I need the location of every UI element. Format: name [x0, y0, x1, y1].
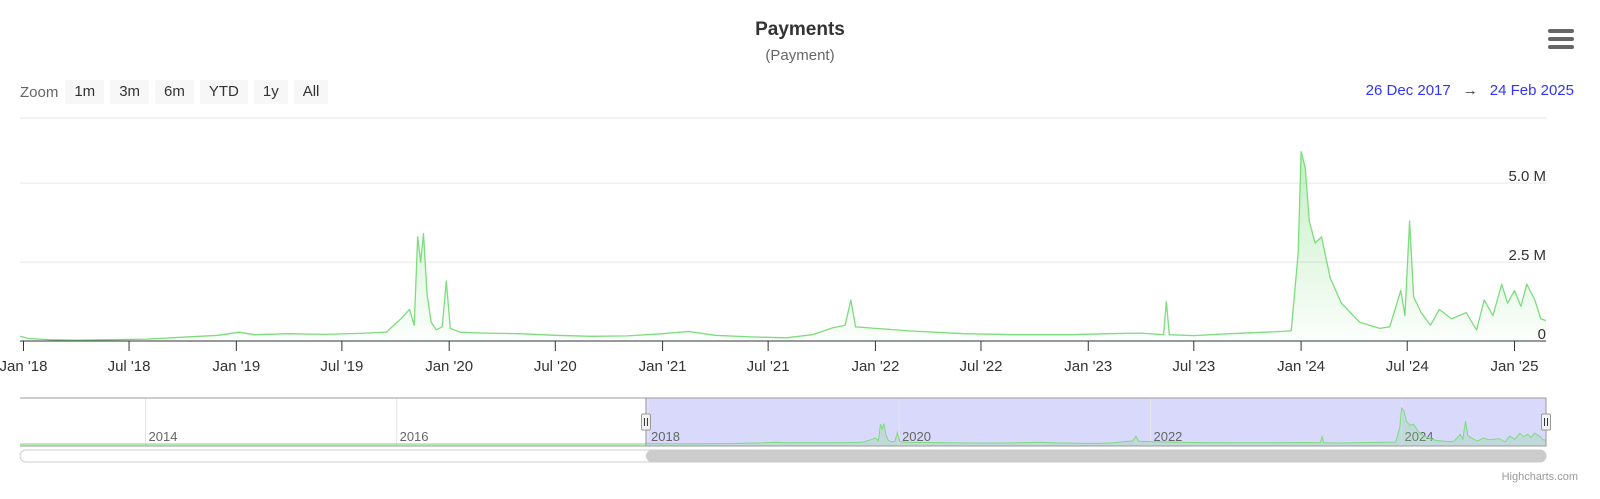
chart-subtitle: (Payment)	[765, 47, 835, 64]
date-range-display: 26 Dec 2017 → 24 Feb 2025	[1366, 82, 1574, 99]
navigator-series-line	[20, 406, 1547, 445]
zoom-1m-button[interactable]: 1m	[65, 80, 105, 104]
y-tick-label: 0	[1538, 326, 1546, 343]
chart-title: Payments	[755, 19, 845, 40]
scrollbar-thumb[interactable]	[645, 450, 1546, 462]
navigator-left-handle[interactable]	[640, 413, 651, 431]
navigator-label: 2014	[149, 429, 178, 444]
x-tick-label: Jul '24	[1386, 358, 1429, 375]
x-tick-label: Jan '24	[1277, 358, 1325, 375]
handle-grip	[1541, 413, 1551, 431]
x-tick-label: Jan '25	[1491, 358, 1539, 375]
navigator-right-handle[interactable]	[1541, 413, 1551, 431]
x-tick-label: Jul '20	[534, 358, 577, 375]
zoom-control: Zoom 1m 3m 6m YTD 1y All	[20, 80, 334, 104]
x-tick-label: Jul '23	[1172, 358, 1215, 375]
navigator-label: 2018	[651, 429, 680, 444]
series-area-0	[20, 151, 1546, 341]
credits-link[interactable]: Highcharts.com	[1501, 471, 1578, 483]
x-tick-label: Jan '21	[639, 358, 687, 375]
navigator-label: 2024	[1405, 429, 1434, 444]
navigator-label: 2022	[1153, 429, 1182, 444]
zoom-label: Zoom	[20, 83, 59, 101]
x-tick-label: Jul '21	[747, 358, 790, 375]
navigator-label: 2016	[400, 429, 429, 444]
series-line-0	[19, 150, 1547, 341]
navigator-label: 2020	[902, 429, 931, 444]
x-tick-label: Jul '22	[960, 358, 1003, 375]
x-tick-label: Jan '22	[851, 358, 899, 375]
y-tick-label: 2.5 M	[1508, 247, 1546, 264]
x-tick-label: Jul '18	[108, 358, 151, 375]
x-tick-label: Jan '20	[425, 358, 473, 375]
y-tick-label: 5.0 M	[1508, 168, 1546, 185]
x-tick-label: Jan '18	[0, 358, 47, 375]
range-to-input[interactable]: 24 Feb 2025	[1489, 82, 1574, 99]
zoom-all-button[interactable]: All	[293, 80, 329, 104]
hamburger-menu-icon[interactable]	[1548, 29, 1574, 51]
navigator-selection-mask	[645, 398, 1546, 446]
zoom-ytd-button[interactable]: YTD	[199, 80, 248, 104]
zoom-6m-button[interactable]: 6m	[155, 80, 194, 104]
range-from-input[interactable]: 26 Dec 2017	[1365, 82, 1451, 99]
zoom-3m-button[interactable]: 3m	[110, 80, 150, 104]
x-tick-label: Jan '19	[212, 358, 260, 375]
x-tick-label: Jan '23	[1064, 358, 1112, 375]
x-tick-label: Jul '19	[320, 358, 363, 375]
zoom-1y-button[interactable]: 1y	[253, 80, 288, 104]
handle-grip	[640, 413, 651, 431]
range-arrow-icon: →	[1462, 82, 1478, 99]
